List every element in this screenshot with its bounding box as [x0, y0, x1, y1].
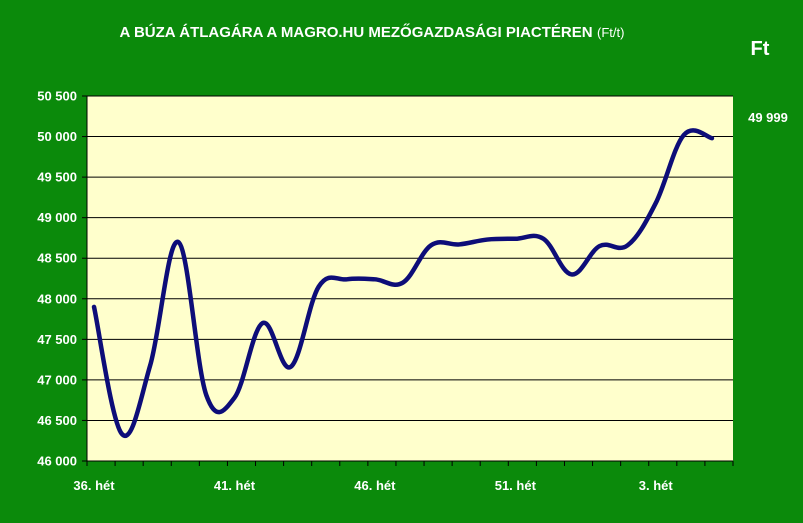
y-tick-label: 47 500 [37, 332, 77, 347]
y-tick-label: 47 000 [37, 372, 77, 387]
y-tick-label: 49 500 [37, 170, 77, 185]
x-tick-label: 51. hét [495, 478, 537, 493]
y-tick-label: 46 000 [37, 454, 77, 469]
y-tick-label: 49 000 [37, 210, 77, 225]
x-tick-label: 36. hét [73, 478, 115, 493]
y-tick-label: 48 000 [37, 291, 77, 306]
x-tick-label: 46. hét [354, 478, 396, 493]
x-axis: 36. hét 41. hét 46. hét 51. hét 3. hét [73, 460, 734, 493]
y-axis: 46 000 46 500 47 000 47 500 48 000 48 500 49 0… [37, 89, 88, 469]
last-value-label: 49 999 [748, 110, 788, 125]
y-tick-label: 48 500 [37, 251, 77, 266]
x-tick-label: 3. hét [639, 478, 674, 493]
y-tick-label: 50 000 [37, 129, 77, 144]
gridlines [87, 95, 733, 462]
y-axis-unit-label: Ft [751, 38, 770, 60]
y-tick-label: 50 500 [37, 89, 77, 104]
series-line [91, 128, 715, 439]
x-tick-label: 41. hét [214, 478, 256, 493]
y-tick-label: 46 500 [37, 413, 77, 428]
series-layer [91, 128, 715, 439]
chart-title: A BÚZA ÁTLAGÁRA A MAGRO.HU MEZŐGAZDASÁGI… [120, 23, 625, 41]
